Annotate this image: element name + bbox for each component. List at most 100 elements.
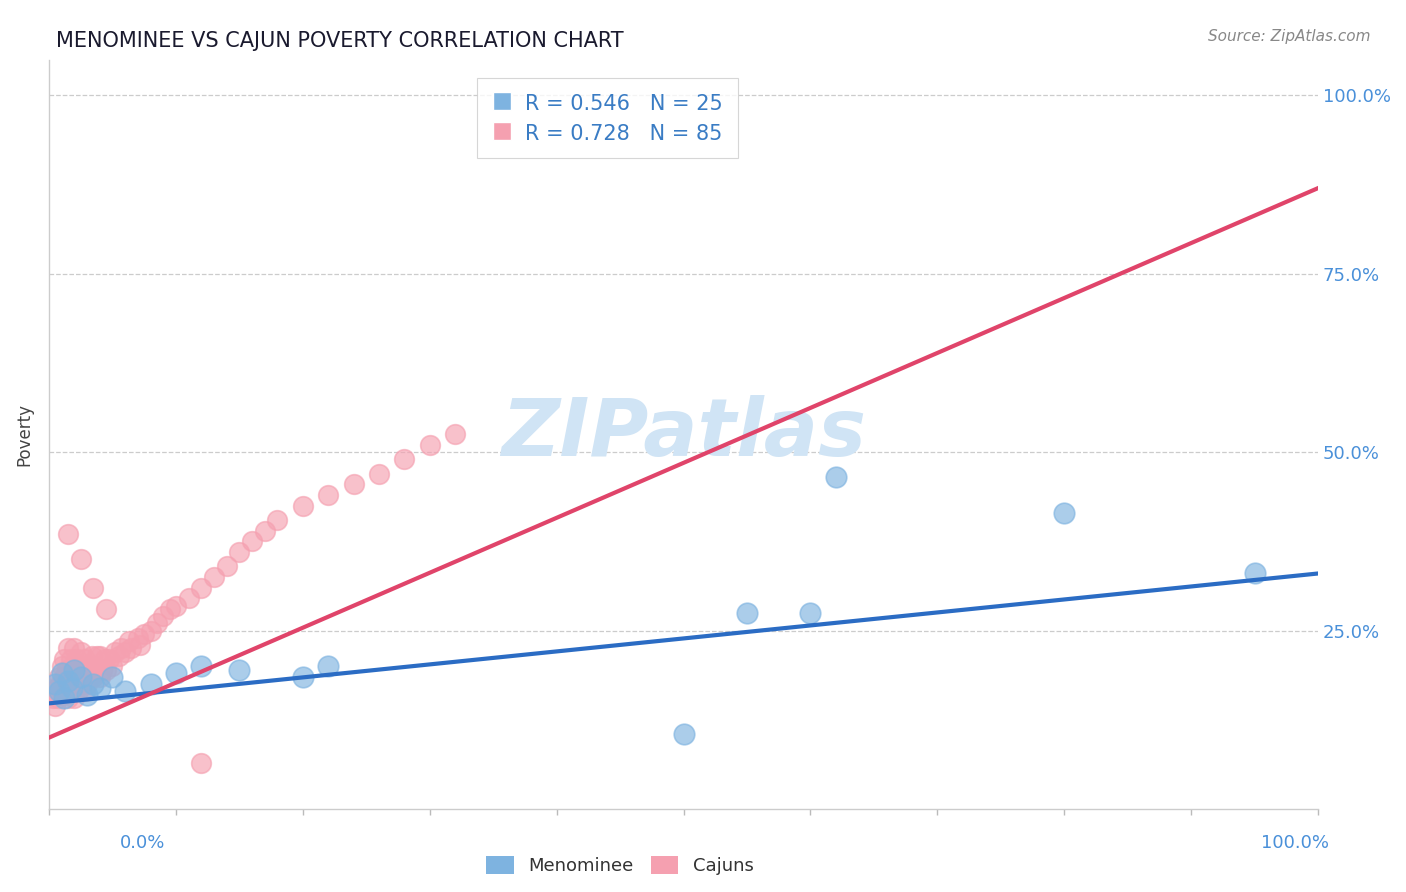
Point bbox=[159, 602, 181, 616]
Point bbox=[94, 663, 117, 677]
Point bbox=[82, 648, 104, 663]
Point bbox=[76, 688, 98, 702]
Point bbox=[89, 648, 111, 663]
Point bbox=[55, 677, 77, 691]
Point bbox=[107, 648, 129, 663]
Point bbox=[91, 663, 114, 677]
Point bbox=[55, 684, 77, 698]
Point bbox=[48, 670, 70, 684]
Point bbox=[51, 659, 73, 673]
Point bbox=[48, 684, 70, 698]
Point bbox=[134, 627, 156, 641]
Point bbox=[60, 684, 83, 698]
Point bbox=[342, 477, 364, 491]
Point bbox=[190, 659, 212, 673]
Point bbox=[56, 641, 79, 656]
Point bbox=[177, 591, 200, 606]
Point bbox=[240, 534, 263, 549]
Point bbox=[104, 645, 127, 659]
Point bbox=[202, 570, 225, 584]
Point bbox=[51, 688, 73, 702]
Point bbox=[114, 645, 136, 659]
Point bbox=[69, 645, 91, 659]
Point bbox=[1053, 506, 1076, 520]
Point bbox=[368, 467, 391, 481]
Point bbox=[94, 602, 117, 616]
Point bbox=[53, 670, 76, 684]
Point bbox=[76, 677, 98, 691]
Point bbox=[291, 670, 314, 684]
Point bbox=[60, 681, 83, 695]
Point bbox=[735, 606, 758, 620]
Point bbox=[101, 670, 124, 684]
Point bbox=[67, 673, 90, 688]
Point bbox=[69, 670, 91, 684]
Point bbox=[146, 616, 169, 631]
Point bbox=[59, 652, 82, 666]
Point bbox=[139, 677, 162, 691]
Y-axis label: Poverty: Poverty bbox=[15, 403, 32, 466]
Point bbox=[72, 666, 94, 681]
Point bbox=[42, 691, 65, 706]
Point bbox=[110, 641, 132, 656]
Point bbox=[672, 727, 695, 741]
Point bbox=[44, 677, 66, 691]
Point bbox=[46, 691, 69, 706]
Point bbox=[67, 684, 90, 698]
Point bbox=[419, 438, 441, 452]
Point bbox=[89, 670, 111, 684]
Legend: R = 0.546   N = 25, R = 0.728   N = 85: R = 0.546 N = 25, R = 0.728 N = 85 bbox=[477, 78, 738, 159]
Point bbox=[51, 666, 73, 681]
Point bbox=[59, 670, 82, 684]
Point bbox=[824, 470, 846, 484]
Point bbox=[89, 681, 111, 695]
Point bbox=[228, 545, 250, 559]
Point bbox=[1243, 566, 1265, 581]
Text: MENOMINEE VS CAJUN POVERTY CORRELATION CHART: MENOMINEE VS CAJUN POVERTY CORRELATION C… bbox=[56, 31, 624, 51]
Point bbox=[66, 670, 89, 684]
Point bbox=[316, 488, 339, 502]
Point bbox=[56, 673, 79, 688]
Point bbox=[70, 677, 93, 691]
Point bbox=[316, 659, 339, 673]
Point bbox=[291, 499, 314, 513]
Point bbox=[80, 659, 103, 673]
Point bbox=[45, 681, 67, 695]
Point bbox=[73, 684, 96, 698]
Point bbox=[83, 659, 105, 673]
Point bbox=[799, 606, 821, 620]
Point bbox=[55, 663, 77, 677]
Point bbox=[118, 634, 141, 648]
Point bbox=[228, 663, 250, 677]
Point bbox=[121, 641, 143, 656]
Point bbox=[44, 698, 66, 713]
Point bbox=[127, 631, 149, 645]
Text: Source: ZipAtlas.com: Source: ZipAtlas.com bbox=[1208, 29, 1371, 44]
Point bbox=[73, 652, 96, 666]
Point bbox=[76, 659, 98, 673]
Point bbox=[190, 756, 212, 770]
Point bbox=[56, 691, 79, 706]
Point bbox=[52, 677, 75, 691]
Point bbox=[69, 552, 91, 566]
Point bbox=[48, 684, 70, 698]
Point bbox=[97, 652, 120, 666]
Point bbox=[266, 513, 288, 527]
Point bbox=[82, 581, 104, 595]
Point bbox=[86, 648, 108, 663]
Point bbox=[165, 599, 187, 613]
Point bbox=[65, 681, 87, 695]
Point bbox=[215, 559, 238, 574]
Point bbox=[394, 452, 416, 467]
Point bbox=[53, 691, 76, 706]
Point bbox=[79, 670, 101, 684]
Point bbox=[62, 659, 84, 673]
Point bbox=[444, 427, 467, 442]
Point bbox=[129, 638, 152, 652]
Point bbox=[63, 691, 86, 706]
Text: ZIPatlas: ZIPatlas bbox=[501, 395, 866, 474]
Point bbox=[53, 652, 76, 666]
Point bbox=[63, 663, 86, 677]
Point bbox=[58, 681, 80, 695]
Text: 100.0%: 100.0% bbox=[1261, 834, 1329, 852]
